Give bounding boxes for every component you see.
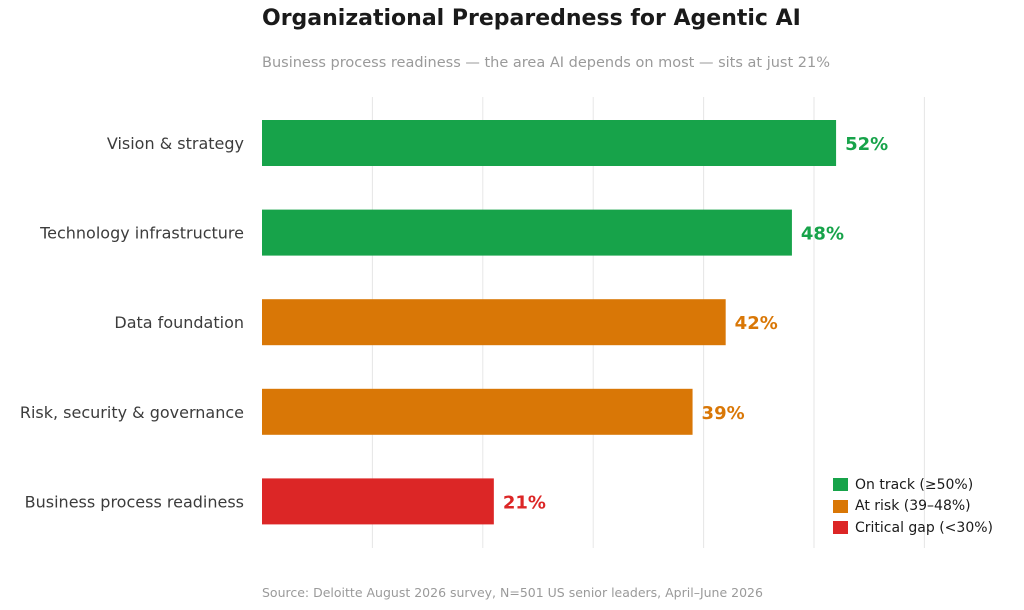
- value-label: 42%: [735, 313, 778, 334]
- bar: [262, 120, 837, 166]
- category-label: Technology infrastructure: [39, 224, 244, 243]
- legend-item-critical-gap: Critical gap (<30%): [833, 517, 993, 539]
- value-label: 52%: [845, 134, 888, 155]
- legend-swatch-critical-gap: [833, 521, 848, 535]
- bar: [262, 209, 792, 256]
- chart-title: Organizational Preparedness for Agentic …: [262, 6, 801, 31]
- bar: [262, 299, 726, 346]
- bar: [262, 478, 494, 525]
- category-label: Vision & strategy: [107, 134, 244, 153]
- legend: On track (≥50%) At risk (39–48%) Critica…: [833, 474, 993, 539]
- legend-label-on-track: On track (≥50%): [855, 476, 974, 493]
- category-label: Business process readiness: [25, 492, 244, 511]
- legend-swatch-at-risk: [833, 499, 848, 513]
- value-label: 21%: [503, 492, 546, 513]
- value-label: 48%: [801, 224, 844, 245]
- legend-label-critical-gap: Critical gap (<30%): [855, 519, 993, 536]
- chart-subtitle: Business process readiness — the area AI…: [262, 55, 830, 71]
- bar: [262, 388, 693, 435]
- category-label: Risk, security & governance: [20, 403, 244, 422]
- value-label: 39%: [702, 403, 745, 424]
- legend-swatch-on-track: [833, 478, 848, 492]
- labels: Vision & strategy 52% Technology infrastru…: [20, 134, 888, 513]
- legend-label-at-risk: At risk (39–48%): [855, 498, 971, 515]
- source-note: Source: Deloitte August 2026 survey, N=5…: [262, 585, 763, 600]
- bars: [262, 120, 837, 525]
- legend-item-on-track: On track (≥50%): [833, 474, 993, 496]
- category-label: Data foundation: [114, 313, 244, 332]
- legend-item-at-risk: At risk (39–48%): [833, 496, 993, 518]
